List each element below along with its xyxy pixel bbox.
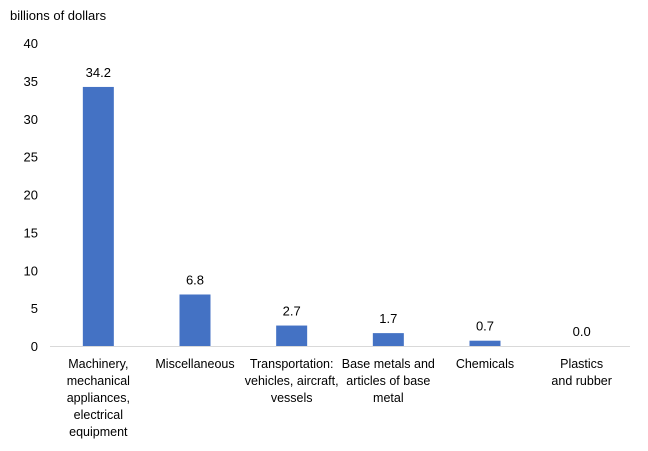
- bar: [276, 325, 308, 346]
- data-label: 2.7: [283, 304, 301, 319]
- data-labels: 34.2 6.8 2.7 1.7 0.7 0.0: [86, 65, 591, 339]
- y-tick-label: 0: [31, 339, 38, 354]
- x-category-label-line: equipment: [69, 425, 128, 439]
- x-category-label-line: mechanical: [66, 374, 130, 388]
- data-label: 6.8: [186, 272, 204, 287]
- y-tick-label: 35: [24, 74, 38, 89]
- y-tick-label: 20: [24, 188, 38, 203]
- bars: [82, 86, 501, 346]
- y-axis-ticks: 0 5 10 15 20 25 30 35 40: [24, 36, 38, 354]
- x-category-label: Miscellaneous: [147, 356, 243, 373]
- x-category-label-line: and rubber: [551, 374, 612, 388]
- x-category-label-line: Plastics: [560, 357, 604, 371]
- x-category-label-line: Chemicals: [455, 357, 515, 371]
- y-tick-label: 40: [24, 36, 38, 51]
- x-category-label-line: Miscellaneous: [155, 357, 235, 371]
- data-label: 1.7: [379, 311, 397, 326]
- x-category-label-line: Base metals and: [341, 357, 435, 371]
- y-tick-label: 30: [24, 112, 38, 127]
- y-tick-label: 15: [24, 225, 38, 240]
- x-category-label-line: Transportation:: [249, 357, 334, 371]
- data-label: 0.7: [476, 319, 494, 334]
- bar: [82, 86, 114, 346]
- x-category-label: Plastics and rubber: [534, 356, 630, 390]
- x-category-label-line: electrical: [73, 408, 123, 422]
- bar: [179, 294, 211, 346]
- x-category-label-line: Machinery,: [68, 357, 129, 371]
- y-tick-label: 10: [24, 263, 38, 278]
- bar: [469, 340, 501, 346]
- x-category-label-line: appliances,: [66, 391, 130, 405]
- y-axis-label: billions of dollars: [10, 8, 107, 23]
- x-category-label: Chemicals: [437, 356, 533, 373]
- y-tick-label: 5: [31, 301, 38, 316]
- x-category-label: Base metals and articles of base metal: [340, 356, 436, 407]
- x-category-label-line: vessels: [270, 391, 313, 405]
- x-category-label-line: articles of base: [346, 374, 431, 388]
- x-category-label: Transportation: vehicles, aircraft, vessel…: [244, 356, 340, 407]
- x-category-label-line: vehicles, aircraft,: [244, 374, 339, 388]
- data-label: 0.0: [573, 324, 591, 339]
- y-tick-label: 25: [24, 150, 38, 165]
- x-category-label: Machinery, mechanical appliances, electrica…: [50, 356, 146, 441]
- bar: [372, 333, 404, 346]
- x-category-label-line: metal: [373, 391, 404, 405]
- data-label: 34.2: [86, 65, 111, 80]
